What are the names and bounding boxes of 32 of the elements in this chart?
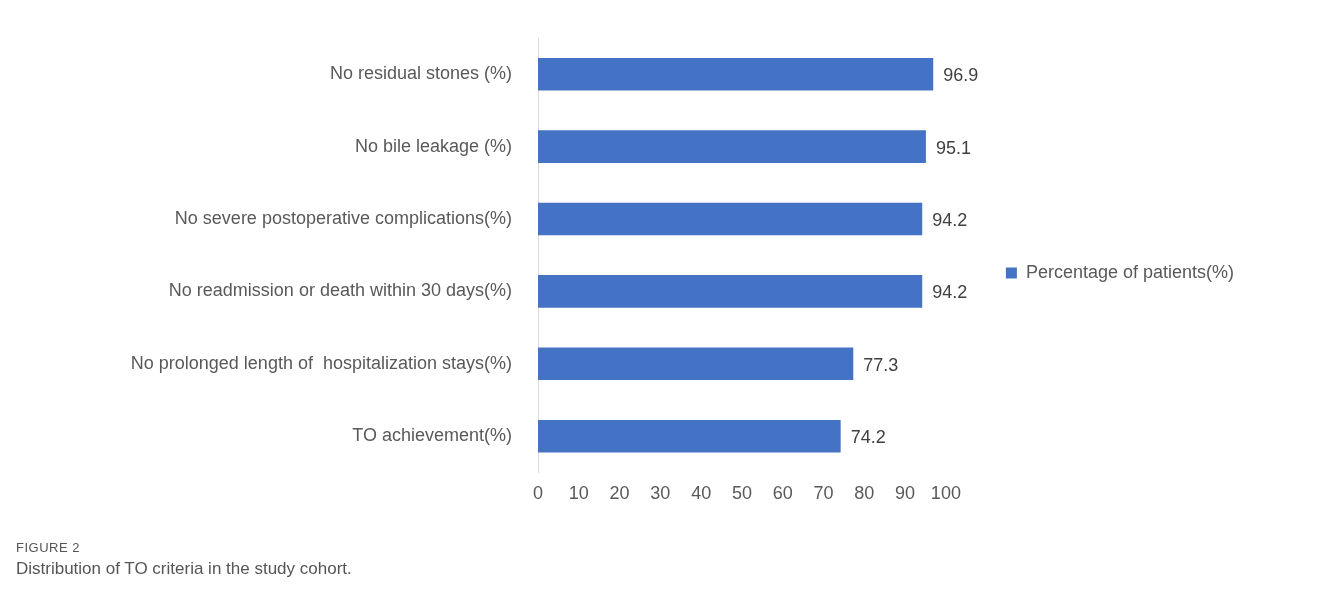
x-tick-label: 40 — [691, 483, 712, 504]
x-tick-label: 60 — [772, 483, 793, 504]
x-tick-label: 90 — [895, 483, 916, 504]
x-tick-label: 100 — [930, 483, 961, 504]
y-tick-label: No prolonged length of hospitalization stays(%) — [130, 352, 512, 373]
bar — [538, 275, 923, 308]
y-tick-label: No bile leakage (%) — [354, 135, 512, 156]
data-label: 77.3 — [863, 354, 899, 375]
x-tick-label: 20 — [609, 483, 630, 504]
y-tick-label: No severe postoperative complications(%) — [174, 207, 512, 228]
data-label: 94.2 — [932, 209, 968, 230]
legend-label: Percentage of patients(%) — [1025, 261, 1235, 282]
x-tick-label: 50 — [731, 483, 752, 504]
x-tick-label: 10 — [568, 483, 589, 504]
x-tick-label: 70 — [813, 483, 834, 504]
x-tick-label: 0 — [532, 483, 544, 504]
bar — [538, 419, 841, 453]
bar — [538, 57, 934, 91]
x-tick-label: 30 — [650, 483, 671, 504]
caption: FIGURE 2 — [16, 540, 81, 555]
x-tick-label: 80 — [854, 483, 875, 504]
y-tick-label: TO achievement(%) — [352, 425, 512, 446]
bar — [538, 347, 854, 381]
data-label: 96.9 — [943, 65, 979, 86]
y-tick-label: No readmission or death within 30 days(%) — [168, 280, 512, 301]
text: Distribution of TO criteria in the study cohort. — [16, 559, 353, 579]
bar — [538, 202, 923, 236]
y-tick-label: No residual stones (%) — [329, 63, 512, 84]
bar — [538, 130, 926, 163]
data-label: 95.1 — [935, 137, 971, 158]
data-label: 94.2 — [932, 282, 968, 303]
data-label: 74.2 — [850, 427, 886, 448]
